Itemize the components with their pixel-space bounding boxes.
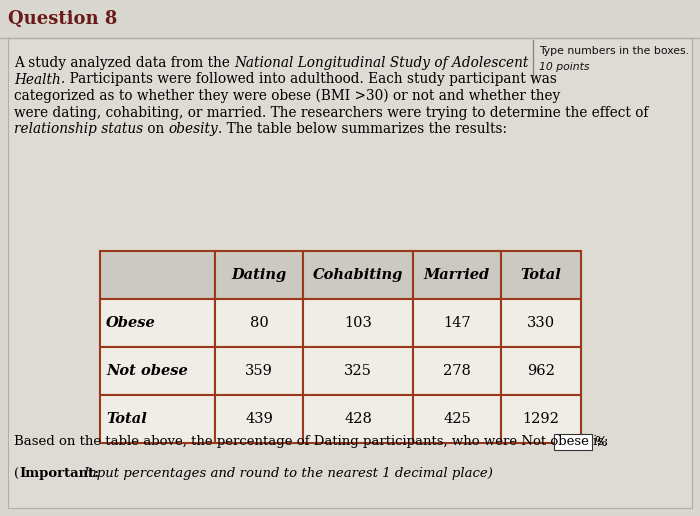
FancyBboxPatch shape (215, 395, 303, 443)
FancyBboxPatch shape (501, 299, 581, 347)
Text: Married: Married (424, 268, 490, 282)
Text: Health: Health (14, 73, 61, 87)
Text: obesity: obesity (169, 122, 218, 136)
FancyBboxPatch shape (215, 251, 303, 299)
FancyBboxPatch shape (413, 299, 501, 347)
Text: 325: 325 (344, 364, 372, 378)
Text: on: on (143, 122, 169, 136)
FancyBboxPatch shape (501, 251, 581, 299)
FancyBboxPatch shape (501, 347, 581, 395)
FancyBboxPatch shape (413, 347, 501, 395)
Text: 359: 359 (245, 364, 273, 378)
Text: . Participants were followed into adulthood. Each study participant was: . Participants were followed into adulth… (61, 73, 557, 87)
Text: Input percentages and round to the nearest 1 decimal place): Input percentages and round to the neare… (83, 467, 493, 480)
FancyBboxPatch shape (303, 299, 413, 347)
Text: 439: 439 (245, 412, 273, 426)
Text: Total: Total (106, 412, 147, 426)
Text: Total: Total (521, 268, 561, 282)
FancyBboxPatch shape (8, 38, 692, 508)
FancyBboxPatch shape (0, 0, 700, 38)
Text: . The table below summarizes the results:: . The table below summarizes the results… (218, 122, 508, 136)
Text: 330: 330 (527, 316, 555, 330)
Text: A study analyzed data from the: A study analyzed data from the (14, 56, 234, 70)
Text: 1292: 1292 (523, 412, 559, 426)
Text: were dating, cohabiting, or married. The researchers were trying to determine th: were dating, cohabiting, or married. The… (14, 105, 648, 120)
Text: 278: 278 (443, 364, 471, 378)
Text: National Longitudinal Study of Adolescent: National Longitudinal Study of Adolescen… (234, 56, 528, 70)
Text: relationship status: relationship status (14, 122, 143, 136)
FancyBboxPatch shape (501, 395, 581, 443)
Text: 103: 103 (344, 316, 372, 330)
FancyBboxPatch shape (100, 395, 215, 443)
Text: 10 points: 10 points (539, 62, 589, 72)
Text: Important:: Important: (19, 467, 99, 480)
FancyBboxPatch shape (413, 395, 501, 443)
Text: (: ( (14, 467, 19, 480)
Text: 425: 425 (443, 412, 471, 426)
Text: %: % (594, 436, 607, 448)
FancyBboxPatch shape (303, 395, 413, 443)
FancyBboxPatch shape (100, 347, 215, 395)
FancyBboxPatch shape (413, 251, 501, 299)
FancyBboxPatch shape (100, 299, 215, 347)
FancyBboxPatch shape (215, 299, 303, 347)
FancyBboxPatch shape (215, 347, 303, 395)
FancyBboxPatch shape (303, 251, 413, 299)
Text: Question 8: Question 8 (8, 10, 118, 28)
Text: Cohabiting: Cohabiting (313, 268, 403, 282)
Text: Not obese: Not obese (106, 364, 188, 378)
Text: 80: 80 (250, 316, 268, 330)
FancyBboxPatch shape (100, 251, 215, 299)
FancyBboxPatch shape (303, 347, 413, 395)
Text: 428: 428 (344, 412, 372, 426)
Text: 147: 147 (443, 316, 471, 330)
Text: categorized as to whether they were obese (BMI >30) or not and whether they: categorized as to whether they were obes… (14, 89, 560, 103)
Text: Based on the table above, the percentage of Dating participants, who were Not ob: Based on the table above, the percentage… (14, 436, 608, 448)
FancyBboxPatch shape (554, 434, 592, 450)
Text: Type numbers in the boxes.: Type numbers in the boxes. (539, 46, 689, 56)
Text: Obese: Obese (106, 316, 155, 330)
Text: 962: 962 (527, 364, 555, 378)
Text: Dating: Dating (232, 268, 286, 282)
